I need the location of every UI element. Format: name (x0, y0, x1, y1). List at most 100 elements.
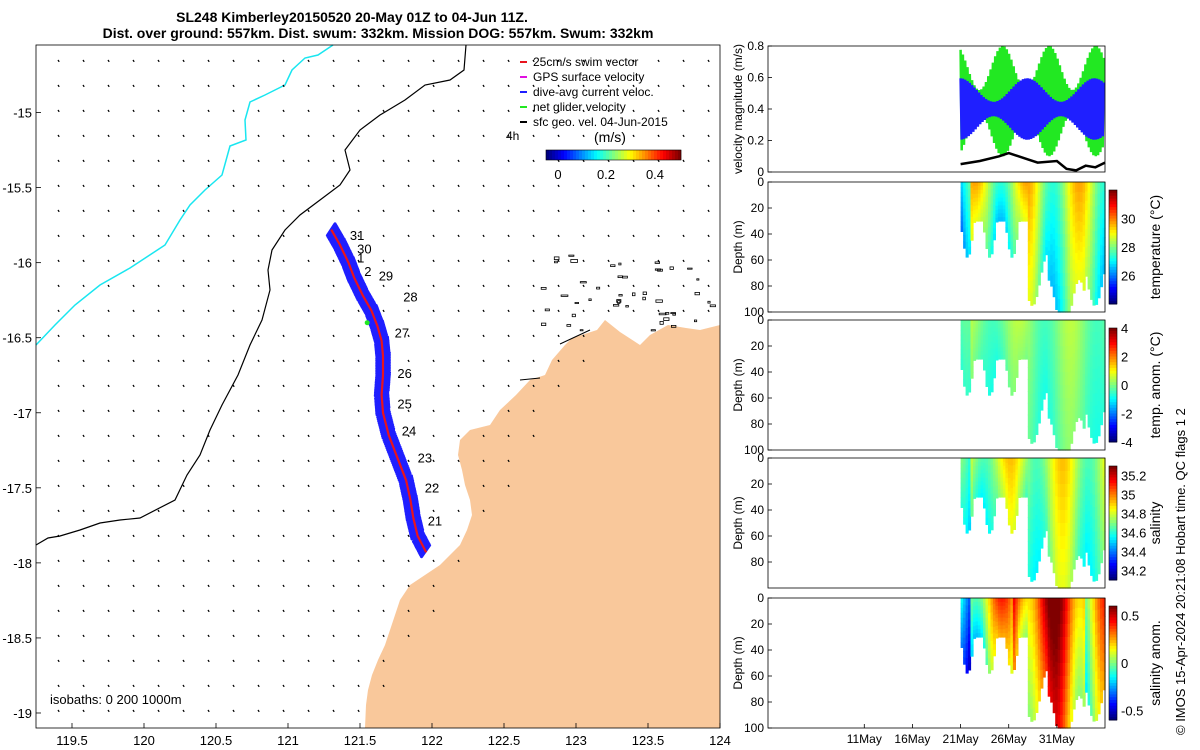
geo-vector (82, 59, 85, 63)
geo-vector (107, 109, 110, 113)
heatmap-cell (1087, 362, 1091, 374)
heatmap-cell (1077, 398, 1081, 409)
heatmap-cell (1065, 650, 1069, 664)
heatmap-cell (1065, 715, 1069, 729)
heatmap-cell (1057, 299, 1061, 313)
heatmap-cell (963, 320, 967, 328)
heatmap-cell (963, 650, 967, 659)
heatmap-cell (963, 221, 967, 229)
heatmap-cell (1070, 256, 1074, 269)
geo-vector (132, 259, 135, 263)
geo-vector (107, 409, 110, 413)
heatmap-cell (1022, 351, 1026, 356)
heatmap-cell (1025, 201, 1029, 206)
heatmap-cell (1025, 621, 1029, 626)
heatmap-cell (1055, 483, 1059, 497)
heatmap-cell (968, 225, 972, 233)
heatmap-cell (1100, 629, 1104, 641)
heatmap-cell (1085, 329, 1089, 340)
heatmap-cell (980, 465, 984, 471)
geo-vector (657, 309, 660, 313)
heatmap-cell (1065, 458, 1069, 472)
heatmap-cell (970, 510, 974, 517)
geo-vector (482, 509, 485, 513)
heatmap-cell (1095, 344, 1099, 358)
heatmap-cell (968, 641, 972, 649)
heatmap-cell (992, 187, 996, 195)
heatmap-cell (1092, 369, 1096, 383)
heatmap-cell (1035, 469, 1039, 482)
geo-vector (682, 159, 685, 163)
colorbar-ticklabel: 4 (1121, 321, 1128, 336)
geo-vector (482, 409, 485, 413)
heatmap-cell (1100, 510, 1104, 522)
heatmap-cell (1007, 202, 1011, 210)
colorbar-cell (1109, 336, 1117, 340)
heatmap-cell (985, 617, 989, 626)
heatmap-cell (1077, 250, 1081, 261)
heatmap-cell (992, 649, 996, 657)
heatmap-cell (1055, 598, 1059, 612)
heatmap-cell (1097, 354, 1101, 367)
heatmap-cell (1055, 245, 1059, 259)
island (709, 304, 716, 308)
heatmap-cell (997, 617, 1001, 622)
heatmap-cell (1012, 196, 1016, 204)
heatmap-cell (973, 332, 977, 337)
colorbar-cell (1109, 491, 1117, 495)
heatmap-cell (1062, 575, 1066, 589)
heatmap-cell (1102, 255, 1106, 266)
geo-vector (407, 109, 410, 113)
geo-vector (707, 109, 710, 113)
heatmap-cell (1095, 568, 1099, 581)
colorbar-cell (1109, 345, 1117, 349)
heatmap-cell (1065, 536, 1069, 550)
heatmap-cell (1062, 676, 1066, 690)
heatmap-cell (968, 598, 972, 606)
heatmap-cell (1092, 406, 1096, 419)
heatmap-cell (1042, 653, 1046, 662)
heatmap-cell (1050, 541, 1054, 553)
heatmap-cell (1065, 562, 1069, 576)
colorbar-cell (1109, 480, 1117, 484)
heatmap-cell (1045, 472, 1049, 481)
geo-vector (232, 309, 235, 313)
heatmap-cell (1065, 372, 1069, 386)
heatmap-cell (970, 469, 974, 476)
heatmap-cell (1085, 182, 1089, 192)
heatmap-cell (1037, 530, 1041, 541)
heatmap-cell (1037, 274, 1041, 286)
heatmap-cell (1050, 182, 1054, 193)
heatmap-cell (985, 458, 989, 466)
heatmap-cell (965, 598, 969, 607)
heatmap-cell (1047, 349, 1051, 360)
geo-vector (107, 309, 110, 313)
heatmap-cell (1047, 458, 1051, 469)
heatmap-cell (1017, 629, 1021, 635)
colorbar-cell (1109, 665, 1117, 670)
heatmap-cell (1027, 367, 1031, 380)
heatmap-cell (988, 242, 992, 251)
heatmap-cell (992, 463, 996, 471)
heatmap-cell (1030, 470, 1034, 484)
heatmap-cell (970, 193, 974, 200)
heatmap-cell (1057, 286, 1061, 300)
heatmap-cell (1050, 520, 1054, 532)
heatmap-cell (970, 475, 974, 482)
track-swim-line (330, 229, 428, 553)
heatmap-cell (1067, 437, 1071, 451)
heatmap-cell (1067, 624, 1071, 638)
heatmap-cell (1100, 650, 1104, 662)
heatmap-cell (1000, 213, 1004, 218)
heatmap-cell (1080, 548, 1084, 559)
heatmap-cell (1027, 426, 1031, 439)
heatmap-cell (1032, 671, 1036, 684)
heatmap-cell (1022, 477, 1026, 482)
heatmap-cell (980, 217, 984, 222)
heatmap-cell (965, 525, 969, 534)
heatmap-cell (1097, 632, 1101, 645)
geo-vector (257, 334, 260, 338)
geo-vector (507, 334, 510, 338)
heatmap-cell (985, 333, 989, 341)
